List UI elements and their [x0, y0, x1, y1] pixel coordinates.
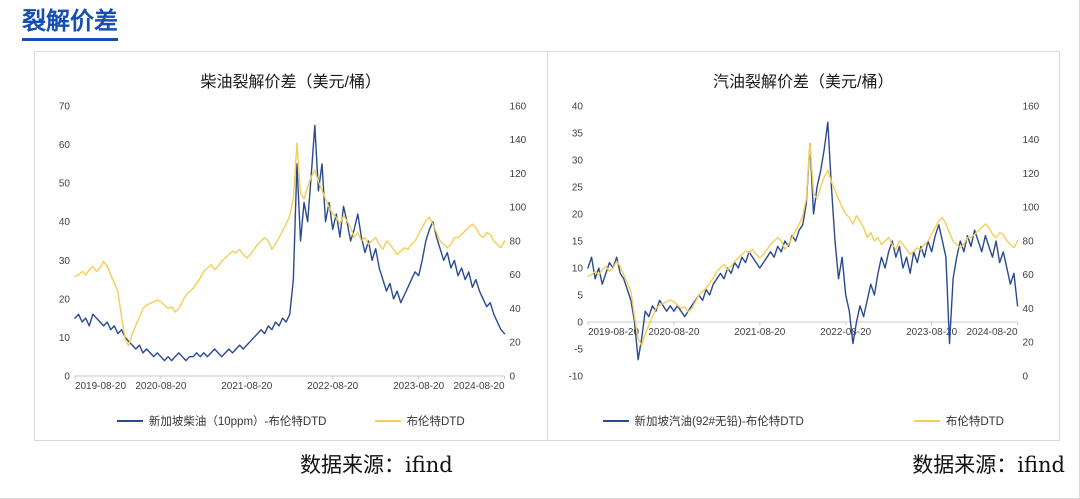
svg-text:20: 20 [571, 209, 583, 220]
line-swatch-yellow [913, 419, 940, 422]
svg-text:10: 10 [59, 333, 71, 344]
svg-text:5: 5 [577, 290, 583, 301]
chart-panels: 柴油裂解价差（美元/桶） 0 10 20 30 40 50 60 70 0 20 40 60 80 100… [34, 50, 1061, 441]
gasoline-chart-legend: 新加坡汽油(92#无铅)-布伦特DTD 布伦特DTD [548, 402, 1060, 440]
svg-text:30: 30 [571, 155, 583, 166]
svg-text:2021-08-20: 2021-08-20 [734, 327, 785, 338]
svg-text:60: 60 [1022, 270, 1034, 281]
svg-text:15: 15 [571, 236, 583, 247]
svg-text:60: 60 [510, 270, 522, 281]
legend-item: 布伦特DTD [913, 413, 1004, 429]
svg-text:0: 0 [510, 371, 516, 382]
svg-text:10: 10 [571, 263, 583, 274]
svg-text:50: 50 [59, 178, 71, 189]
svg-text:60: 60 [59, 140, 71, 151]
legend-label: 布伦特DTD [406, 415, 465, 428]
svg-text:2020-08-20: 2020-08-20 [135, 381, 186, 392]
svg-text:25: 25 [571, 182, 583, 193]
svg-text:2021-08-20: 2021-08-20 [221, 381, 272, 392]
gasoline-chart-title: 汽油裂解价差（美元/桶） [713, 73, 894, 91]
diesel-crack-panel: 柴油裂解价差（美元/桶） 0 10 20 30 40 50 60 70 0 20 40 60 80 100… [34, 50, 548, 441]
svg-text:2019-08-20: 2019-08-20 [587, 327, 638, 338]
svg-text:160: 160 [510, 101, 527, 112]
svg-text:140: 140 [1022, 135, 1039, 146]
svg-text:20: 20 [1022, 337, 1034, 348]
svg-text:-10: -10 [568, 371, 583, 382]
svg-text:2023-08-20: 2023-08-20 [906, 327, 957, 338]
svg-text:40: 40 [571, 101, 583, 112]
line-swatch-blue [116, 419, 143, 422]
svg-text:2020-08-20: 2020-08-20 [648, 327, 699, 338]
svg-text:0: 0 [64, 371, 70, 382]
svg-text:100: 100 [1022, 202, 1039, 213]
source-captions: 数据来源：ifind 数据来源：ifind [0, 449, 1079, 479]
svg-text:40: 40 [510, 304, 522, 315]
svg-text:2022-08-20: 2022-08-20 [307, 381, 358, 392]
svg-text:-5: -5 [574, 344, 583, 355]
gasoline-chart-canvas: -10 -5 0 5 10 15 20 25 30 35 40 0 20 40 60 80 100 120 140 1… [568, 101, 1039, 382]
svg-text:2023-08-20: 2023-08-20 [393, 381, 444, 392]
legend-label: 新加坡汽油(92#无铅)-布伦特DTD [634, 415, 804, 428]
page-title: 裂解价差 [22, 8, 118, 41]
svg-text:120: 120 [510, 169, 527, 180]
legend-item: 新加坡柴油（10ppm）-布伦特DTD [116, 413, 327, 429]
gasoline-crack-panel: 汽油裂解价差（美元/桶） -10 -5 0 5 10 15 20 25 30 35 40 0 20 40 6… [546, 50, 1060, 441]
svg-text:140: 140 [510, 135, 527, 146]
data-source-right: 数据来源：ifind [912, 452, 1065, 477]
line-swatch-blue [602, 419, 629, 422]
data-source-left: 数据来源：ifind [300, 452, 453, 477]
line-swatch-yellow [374, 419, 401, 422]
svg-text:20: 20 [59, 294, 71, 305]
svg-text:70: 70 [59, 101, 71, 112]
svg-text:40: 40 [1022, 304, 1034, 315]
svg-text:2024-08-20: 2024-08-20 [966, 327, 1017, 338]
svg-text:30: 30 [59, 255, 71, 266]
legend-item: 布伦特DTD [374, 413, 465, 429]
legend-item: 新加坡汽油(92#无铅)-布伦特DTD [602, 413, 804, 429]
svg-text:0: 0 [577, 317, 583, 328]
svg-text:40: 40 [59, 217, 71, 228]
svg-text:100: 100 [510, 202, 527, 213]
svg-text:80: 80 [510, 236, 522, 247]
svg-text:2024-08-20: 2024-08-20 [453, 381, 504, 392]
svg-text:80: 80 [1022, 236, 1034, 247]
svg-text:160: 160 [1022, 101, 1039, 112]
legend-label: 布伦特DTD [945, 415, 1004, 428]
diesel-chart-canvas: 0 10 20 30 40 50 60 70 0 20 40 60 80 100 120 140 160 2019… [59, 101, 527, 392]
svg-text:2019-08-20: 2019-08-20 [75, 381, 126, 392]
diesel-chart-title: 柴油裂解价差（美元/桶） [200, 73, 381, 91]
legend-label: 新加坡柴油（10ppm）-布伦特DTD [148, 415, 327, 428]
svg-text:2022-08-20: 2022-08-20 [820, 327, 871, 338]
page-header: 裂解价差 [0, 0, 1079, 41]
svg-text:0: 0 [1022, 371, 1028, 382]
diesel-chart-legend: 新加坡柴油（10ppm）-布伦特DTD 布伦特DTD [35, 402, 547, 440]
svg-text:20: 20 [510, 337, 522, 348]
svg-text:35: 35 [571, 128, 583, 139]
svg-text:120: 120 [1022, 169, 1039, 180]
